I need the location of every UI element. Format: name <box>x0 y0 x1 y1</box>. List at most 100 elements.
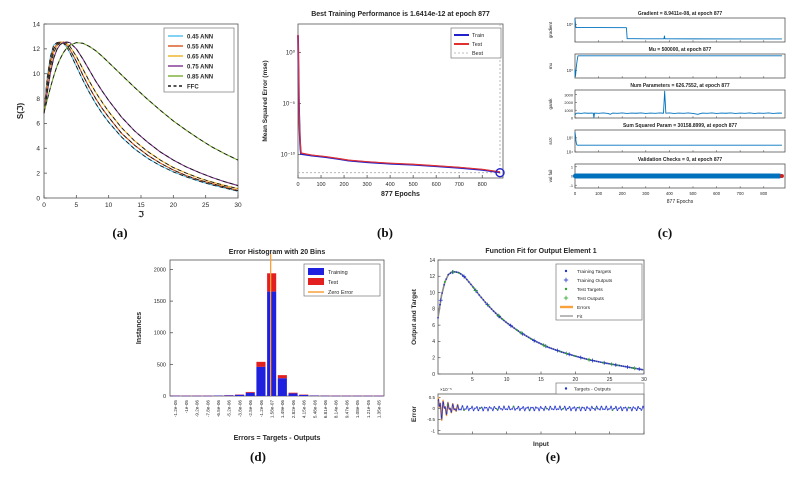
x-tick-label: 800 <box>760 191 768 196</box>
y-tick-label: 2 <box>432 356 435 362</box>
legend-label: Test <box>328 280 339 286</box>
x-tick-label: 100 <box>595 191 603 196</box>
legend-label: Best <box>472 51 483 57</box>
y-tick-label: 12 <box>33 46 41 53</box>
panel-a-ann-ffc-line-chart: 0 5 10 15 20 25 30 0 2 4 6 8 10 12 14 ℑ S(ℑ) 0.45 ANN 0.55… <box>14 8 246 222</box>
legend-box <box>555 263 643 321</box>
x-tick-label: 200 <box>339 182 348 188</box>
subplot-title: Mu = 500000, at epoch 877 <box>649 47 712 53</box>
chart-e-canvas: Function Fit for Output Element 1 0 2 4 6 8 10… <box>411 248 647 448</box>
hist-bar-test <box>288 392 298 394</box>
legend-label: 0.45 ANN <box>187 34 213 40</box>
subplot-y-label: mu <box>548 62 553 69</box>
bin-label: -5.2e-06 <box>227 400 232 418</box>
legend-label: Training Targets <box>577 269 612 275</box>
plot-frame <box>574 53 786 79</box>
ffc-dashed-overlay <box>43 41 239 191</box>
subplot-title: Sum Squared Param = 30158.8999, at epoch… <box>623 123 737 129</box>
bin-label: 1.49e-06 <box>280 400 285 419</box>
subplot-y-tick: 0 <box>571 174 574 179</box>
legend-label: Fit <box>577 314 583 320</box>
x-tick-label: 25 <box>202 202 210 209</box>
chart-d-canvas: Error Histogram with 20 Bins 0 500 1000 1500… <box>136 249 385 442</box>
hist-bar-training <box>277 378 287 396</box>
y-axis-label: Output and Target <box>411 288 418 345</box>
subplot-title: Num Parameters = 626.7552, at epoch 877 <box>630 83 730 89</box>
x-tick-label: 200 <box>619 191 627 196</box>
x-tick-label: 0 <box>42 202 46 209</box>
panel-b-training-performance-chart: Best Training Performance is 1.6414e-12 … <box>253 6 511 224</box>
y-axis-label: Error <box>411 406 418 422</box>
y-tick-label: 8 <box>36 96 40 103</box>
chart-title: Function Fit for Output Element 1 <box>485 248 596 255</box>
bin-label: -1.2e-06 <box>259 400 264 418</box>
subplot-title: Gradient = 8.9411e-08, at epoch 877 <box>638 11 723 17</box>
subplot-y-tick: -1 <box>570 183 573 188</box>
legend-label: FFC <box>187 84 199 90</box>
bin-label: -7.8e-06 <box>205 400 210 418</box>
state-line <box>574 18 782 40</box>
bin-label: -1.2e-05 <box>173 400 178 418</box>
subplot-y-tick: 10⁰ <box>567 22 574 27</box>
legend-label: Test Targets <box>577 287 603 293</box>
subplot-title: Validation Checks = 0, at epoch 877 <box>638 157 723 163</box>
y-tick-label: 1000 <box>154 331 166 337</box>
legend-label: Test <box>472 42 483 48</box>
legend-label: Training Outputs <box>577 278 613 284</box>
hist-bar-test <box>267 273 277 292</box>
y-tick-label: 8 <box>432 307 435 313</box>
subplot-y-tick: 3000 <box>564 92 573 97</box>
plot-frame <box>437 393 645 435</box>
chart-c-canvas: Gradient = 8.9411e-08, at epoch 877 gradi… <box>548 11 786 205</box>
bin-label: 1.35e-05 <box>376 400 381 419</box>
y-tick-label: -0.5 <box>427 417 435 422</box>
x-tick-label: 20 <box>170 202 178 209</box>
x-tick-label: 15 <box>538 377 544 383</box>
legend-label: Zero Error <box>328 290 353 296</box>
chart-a-canvas: 0 5 10 15 20 25 30 0 2 4 6 8 10 12 14 ℑ S(ℑ) 0.45 ANN 0.55… <box>16 21 242 219</box>
y-tick-label: 12 <box>429 274 435 280</box>
hist-bar-training <box>224 395 234 396</box>
bin-label: 6.81e-06 <box>323 400 328 419</box>
y-tick-label: 4 <box>36 146 40 153</box>
x-tick-label: 25 <box>607 377 613 383</box>
x-axis-label: 877 Epochs <box>381 191 420 198</box>
y-tick-label: 500 <box>157 362 166 368</box>
legend-label: Training <box>328 270 348 276</box>
plot-frame <box>574 89 786 119</box>
caption-b: (b) <box>377 225 393 240</box>
chart-title: Error Histogram with 20 Bins <box>229 249 326 256</box>
panel-c-training-state-chart: Gradient = 8.9411e-08, at epoch 877 gradi… <box>545 6 791 208</box>
bin-label: -3.8e-06 <box>237 400 242 418</box>
x-tick-label: 5 <box>471 377 474 383</box>
bin-label: -6.5e-06 <box>216 400 221 418</box>
state-line <box>574 55 782 77</box>
y-tick-label: 10⁻⁵ <box>283 101 296 108</box>
bin-label: 1.21e-05 <box>366 400 371 419</box>
plot-frame <box>169 259 385 397</box>
state-line <box>574 90 782 119</box>
subplot-y-tick: 1000 <box>564 108 573 113</box>
error-blue-line <box>437 398 645 420</box>
y-tick-label: 0 <box>432 406 435 411</box>
y-tick-label: 10 <box>429 290 435 296</box>
chart-b-canvas: Best Training Performance is 1.6414e-12 … <box>262 11 505 198</box>
subplot-y-label: val fail <box>548 170 553 183</box>
x-tick-label: 500 <box>409 182 418 188</box>
caption-d: (d) <box>250 449 266 464</box>
bin-label: 9.47e-06 <box>344 400 349 419</box>
y-tick-label: 6 <box>36 121 40 128</box>
y-tick-label: 0.5 <box>429 395 436 400</box>
y-tick-label: 10 <box>33 71 41 78</box>
hist-bar-training <box>245 392 255 396</box>
x-tick-label: 10 <box>504 377 510 383</box>
x-tick-label: 700 <box>737 191 745 196</box>
bin-label: 1.08e-05 <box>355 400 360 419</box>
legend-label: 0.55 ANN <box>187 44 213 50</box>
plot-frame <box>574 129 786 153</box>
x-axis-label: Errors = Targets - Outputs <box>234 435 321 442</box>
bin-label: -9.2e-06 <box>195 400 200 418</box>
subplot-y-label: gamk <box>548 98 553 110</box>
legend-label: 0.85 ANN <box>187 74 213 80</box>
y-tick-label: 4 <box>432 339 435 345</box>
